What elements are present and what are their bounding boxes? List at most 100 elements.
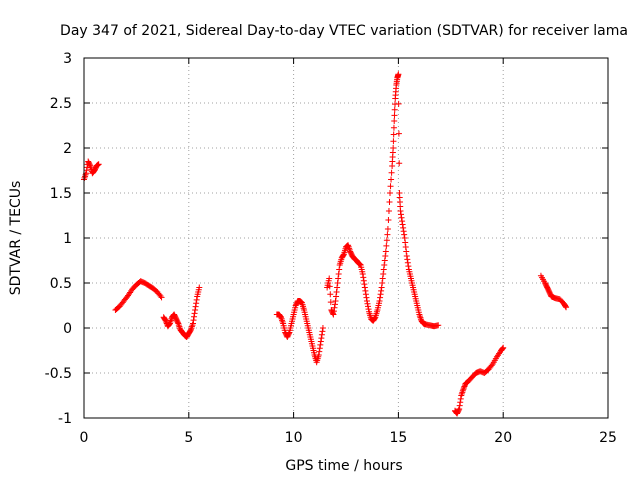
data-point	[401, 231, 408, 238]
data-point	[318, 331, 325, 338]
data-point	[386, 199, 393, 205]
data-point	[365, 303, 372, 310]
data-point	[189, 322, 196, 329]
data-point	[385, 217, 392, 223]
data-point	[95, 161, 102, 168]
data-point	[336, 266, 343, 273]
data-point	[81, 174, 88, 181]
data-point	[335, 275, 342, 282]
data-point	[285, 330, 292, 337]
data-point	[83, 167, 90, 174]
data-point	[317, 341, 324, 348]
data-point	[457, 395, 464, 402]
data-point	[388, 169, 395, 176]
data-point	[458, 392, 465, 399]
data-point	[316, 348, 323, 355]
data-point	[500, 344, 507, 351]
data-point	[279, 318, 286, 325]
x-axis-label: GPS time / hours	[285, 458, 402, 474]
data-point	[377, 291, 384, 298]
y-tick-label: -0.5	[45, 366, 72, 382]
data-point	[381, 257, 388, 264]
data-point	[317, 338, 324, 345]
data-point	[435, 322, 442, 329]
data-point	[459, 389, 466, 396]
data-point	[458, 390, 465, 397]
data-point	[397, 208, 404, 214]
data-point	[416, 313, 423, 320]
data-point	[402, 244, 409, 250]
data-point	[391, 106, 398, 113]
data-point	[395, 130, 402, 137]
data-point	[319, 328, 326, 335]
x-tick-label: 10	[285, 430, 303, 446]
y-tick-label: 3	[63, 51, 72, 67]
data-point	[382, 253, 389, 259]
data-point	[398, 214, 405, 221]
data-point	[461, 383, 468, 390]
x-tick-label: 15	[389, 430, 407, 446]
data-point	[460, 386, 467, 393]
data-point	[334, 284, 341, 291]
data-point	[383, 237, 390, 244]
data-point	[340, 252, 347, 259]
data-point	[377, 294, 384, 301]
data-point	[371, 315, 378, 322]
data-point	[331, 301, 338, 308]
data-point	[404, 259, 411, 266]
data-point	[162, 317, 169, 324]
data-point	[387, 190, 394, 196]
data-point	[390, 138, 397, 145]
data-point	[401, 235, 408, 241]
data-point	[403, 248, 410, 255]
data-point	[318, 335, 325, 342]
grid	[84, 58, 608, 418]
data-point	[396, 160, 403, 167]
data-point	[385, 208, 392, 214]
data-point	[488, 362, 495, 369]
data-point	[388, 176, 395, 183]
data-point	[400, 228, 407, 235]
data-point	[192, 307, 199, 313]
data-point	[330, 311, 337, 318]
data-point	[384, 226, 391, 232]
data-point	[499, 346, 506, 353]
y-tick-label: -1	[58, 411, 72, 427]
y-tick-label: 2	[63, 141, 72, 157]
x-tick-label: 0	[80, 430, 89, 446]
data-point	[399, 218, 406, 225]
data-point	[316, 345, 323, 352]
y-tick-label: 1.5	[50, 186, 72, 202]
data-point	[364, 300, 371, 307]
data-point	[327, 299, 334, 306]
x-tick-label: 25	[599, 430, 617, 446]
data-point	[563, 304, 570, 311]
data-point	[193, 296, 200, 303]
data-point	[390, 145, 397, 151]
data-point	[395, 100, 402, 107]
data-point	[391, 118, 398, 124]
data-point	[192, 303, 199, 310]
data-point	[326, 275, 333, 282]
data-point	[387, 183, 394, 190]
y-tick-label: 0.5	[50, 276, 72, 292]
data-point	[402, 239, 409, 246]
plot-frame	[83, 57, 609, 419]
data-point	[403, 253, 410, 259]
data-point	[327, 291, 334, 298]
data-point	[331, 304, 338, 311]
data-point	[395, 71, 402, 78]
data-point	[460, 384, 467, 391]
data-point	[382, 248, 389, 255]
data-point	[174, 319, 181, 326]
data-point	[459, 387, 466, 394]
data-point	[399, 221, 406, 228]
data-point	[362, 287, 369, 294]
data-point	[499, 345, 506, 352]
data-point	[332, 298, 339, 304]
data-point	[361, 284, 368, 291]
data-point	[330, 308, 337, 315]
data-point	[381, 262, 388, 268]
data-point	[191, 310, 198, 317]
y-axis-label: SDTVAR / TECUs	[8, 181, 24, 296]
